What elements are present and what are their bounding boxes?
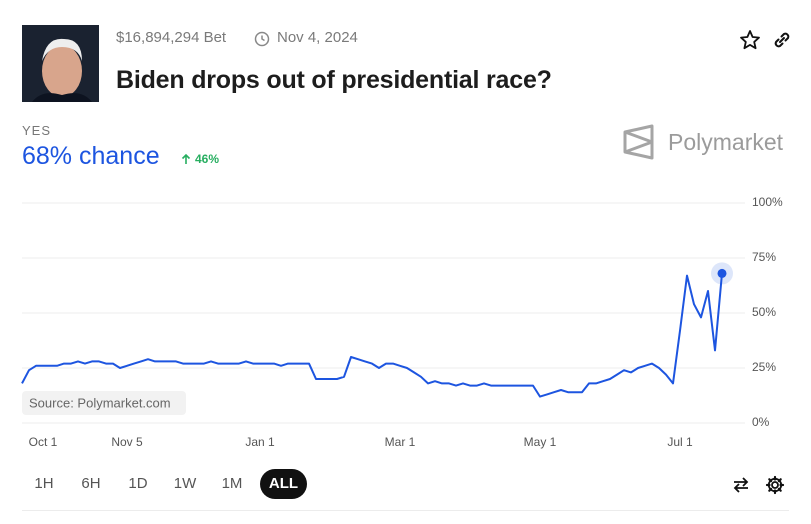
source-badge: [22, 391, 186, 415]
link-button[interactable]: [771, 29, 793, 51]
separator: [22, 510, 789, 511]
x-tick-label: Jul 1: [667, 435, 693, 449]
range-button[interactable]: 1D: [128, 475, 148, 492]
x-tick-label: Mar 1: [385, 435, 416, 449]
x-tick-label: May 1: [524, 435, 557, 449]
market-title: Biden drops out of presidential race?: [116, 66, 552, 94]
brand-logo: [623, 124, 654, 160]
range-button[interactable]: 1M: [221, 475, 243, 492]
market-image: [22, 25, 99, 102]
clock-icon: [254, 31, 270, 47]
y-tick-label: 50%: [752, 305, 776, 319]
outcome-chance: 68% chance: [22, 142, 160, 170]
range-button[interactable]: ALL: [260, 469, 307, 499]
swap-button[interactable]: [731, 475, 751, 495]
y-tick-label: 100%: [752, 195, 783, 209]
brand-name: Polymarket: [668, 129, 784, 155]
y-tick-label: 75%: [752, 250, 776, 264]
end-date: Nov 4, 2024: [277, 29, 358, 46]
range-button[interactable]: 1W: [173, 475, 197, 492]
last-point: [717, 268, 727, 278]
y-tick-label: 25%: [752, 360, 776, 374]
star-button[interactable]: [739, 29, 761, 51]
outcome-label: YES: [22, 123, 52, 138]
settings-button[interactable]: [765, 475, 785, 495]
price-line: [21, 273, 723, 398]
y-tick-label: 0%: [752, 415, 770, 429]
up-arrow: [181, 153, 191, 164]
x-tick-label: Nov 5: [111, 435, 143, 449]
x-tick-label: Oct 1: [29, 435, 58, 449]
range-selector: 1H 6H 1D 1W 1M ALL: [22, 469, 310, 499]
bet-volume: $16,894,294 Bet: [116, 29, 227, 46]
range-button[interactable]: 1H: [34, 475, 54, 492]
outcome-change: 46%: [195, 152, 220, 166]
range-button[interactable]: 6H: [81, 475, 101, 492]
x-tick-label: Jan 1: [245, 435, 275, 449]
source-label: Source: Polymarket.com: [29, 395, 171, 410]
